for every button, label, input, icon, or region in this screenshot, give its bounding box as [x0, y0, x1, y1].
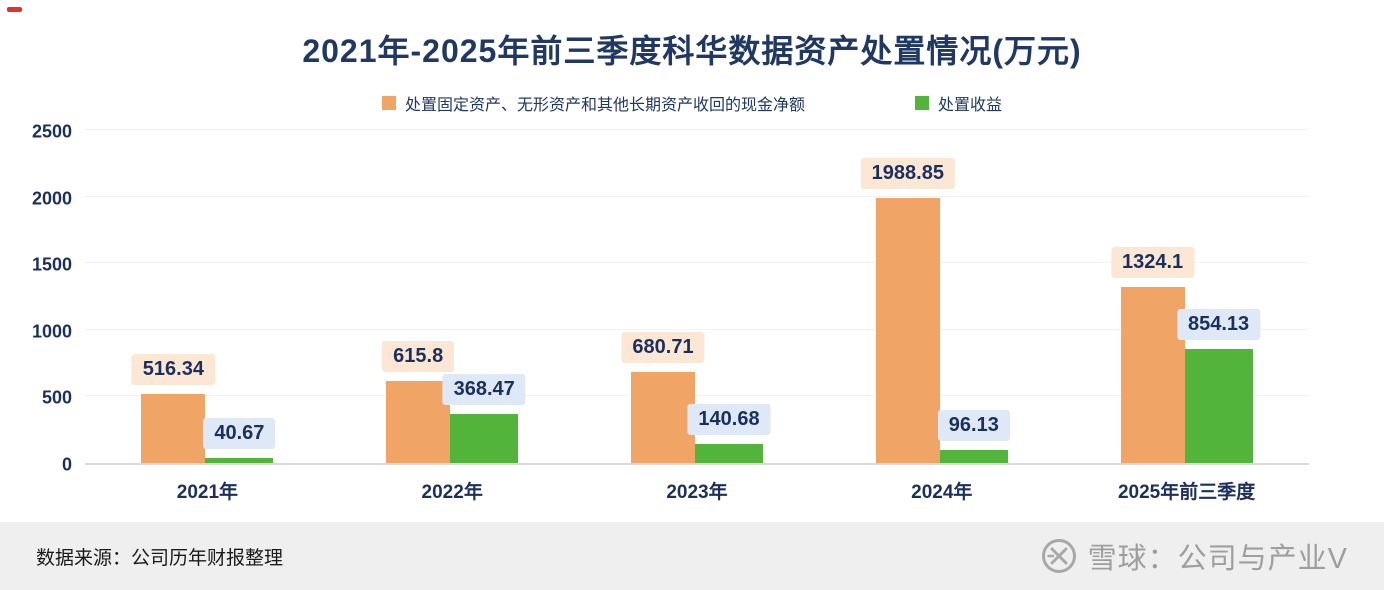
legend-item: 处置收益 [915, 91, 1002, 115]
gridline [85, 195, 1309, 197]
chart-title: 2021年-2025年前三季度科华数据资产处置情况(万元) [302, 33, 1082, 69]
window-accent-mark [7, 7, 22, 12]
bar-cash-net-recovered: 615.8 [382, 341, 455, 463]
bar-group: 1988.85 96.13 [860, 158, 1010, 463]
watermark: 雪球：公司与产业V [1040, 535, 1348, 577]
bar-value-label: 516.34 [131, 354, 215, 386]
bar-disposal-gain: 368.47 [442, 373, 526, 463]
bar-value-label: 40.67 [203, 417, 276, 449]
gridline [85, 395, 1309, 397]
y-tick-label: 1500 [31, 254, 72, 275]
bar-value-label: 680.71 [621, 332, 705, 364]
y-tick-label: 500 [41, 387, 72, 408]
footer: 数据来源：公司历年财报整理 雪球：公司与产业V [0, 522, 1384, 590]
bar-value-label: 854.13 [1177, 309, 1261, 341]
legend-swatch [381, 96, 396, 110]
bar-cash-net-recovered: 680.71 [621, 332, 705, 463]
legend-label: 处置收益 [938, 97, 1003, 114]
x-tick-label: 2021年 [176, 482, 239, 503]
y-tick-label: 2500 [31, 121, 72, 142]
bar-disposal-gain: 854.13 [1177, 309, 1261, 463]
x-tick-label: 2024年 [911, 482, 973, 503]
bar-group: 1324.1 854.13 [1111, 246, 1261, 463]
y-tick-label: 2000 [31, 188, 72, 209]
bar-value-label: 1324.1 [1111, 246, 1195, 278]
legend-swatch [915, 96, 929, 110]
bar-group: 516.34 40.67 [131, 354, 276, 463]
bar-value-label: 96.13 [937, 410, 1010, 442]
bar-cash-net-recovered: 516.34 [131, 354, 215, 463]
bar-value-label: 615.8 [382, 341, 455, 372]
plot-area: 516.34 40.67 2021年 615.8 368.47 2022年 680.71 14… [85, 129, 1309, 503]
legend-item: 处置固定资产、无形资产和其他长期资产收回的现金净额 [381, 91, 805, 115]
bar-group: 615.8 368.47 [382, 341, 526, 463]
watermark-text: 雪球：公司与产业V [1087, 543, 1348, 575]
bar-disposal-gain: 96.13 [937, 410, 1010, 463]
gridline [85, 328, 1309, 330]
gridline [85, 262, 1309, 264]
bar-group: 680.71 140.68 [621, 332, 771, 463]
x-tick-label: 2023年 [666, 482, 728, 503]
bar-disposal-gain: 140.68 [687, 404, 771, 463]
y-axis: 0 500 1000 1500 2000 2500 [14, 122, 72, 475]
xueqiu-logo-icon [1041, 539, 1076, 573]
data-source-label: 数据来源：公司历年财报整理 [36, 547, 284, 569]
bar-cash-net-recovered: 1988.85 [860, 158, 955, 463]
y-tick-label: 1000 [31, 321, 72, 342]
x-tick-label: 2025年前三季度 [1117, 482, 1256, 503]
y-tick-label: 0 [61, 454, 72, 475]
bar-value-label: 368.47 [442, 373, 526, 405]
bar-value-label: 140.68 [687, 404, 771, 436]
bar-disposal-gain: 40.67 [203, 417, 276, 463]
gridline [85, 129, 1309, 130]
legend-label: 处置固定资产、无形资产和其他长期资产收回的现金净额 [404, 97, 805, 114]
bar-value-label: 1988.85 [860, 158, 955, 190]
x-tick-label: 2022年 [421, 482, 483, 503]
bar-cash-net-recovered: 1324.1 [1111, 246, 1195, 463]
legend: 处置固定资产、无形资产和其他长期资产收回的现金净额 处置收益 [0, 91, 1384, 115]
